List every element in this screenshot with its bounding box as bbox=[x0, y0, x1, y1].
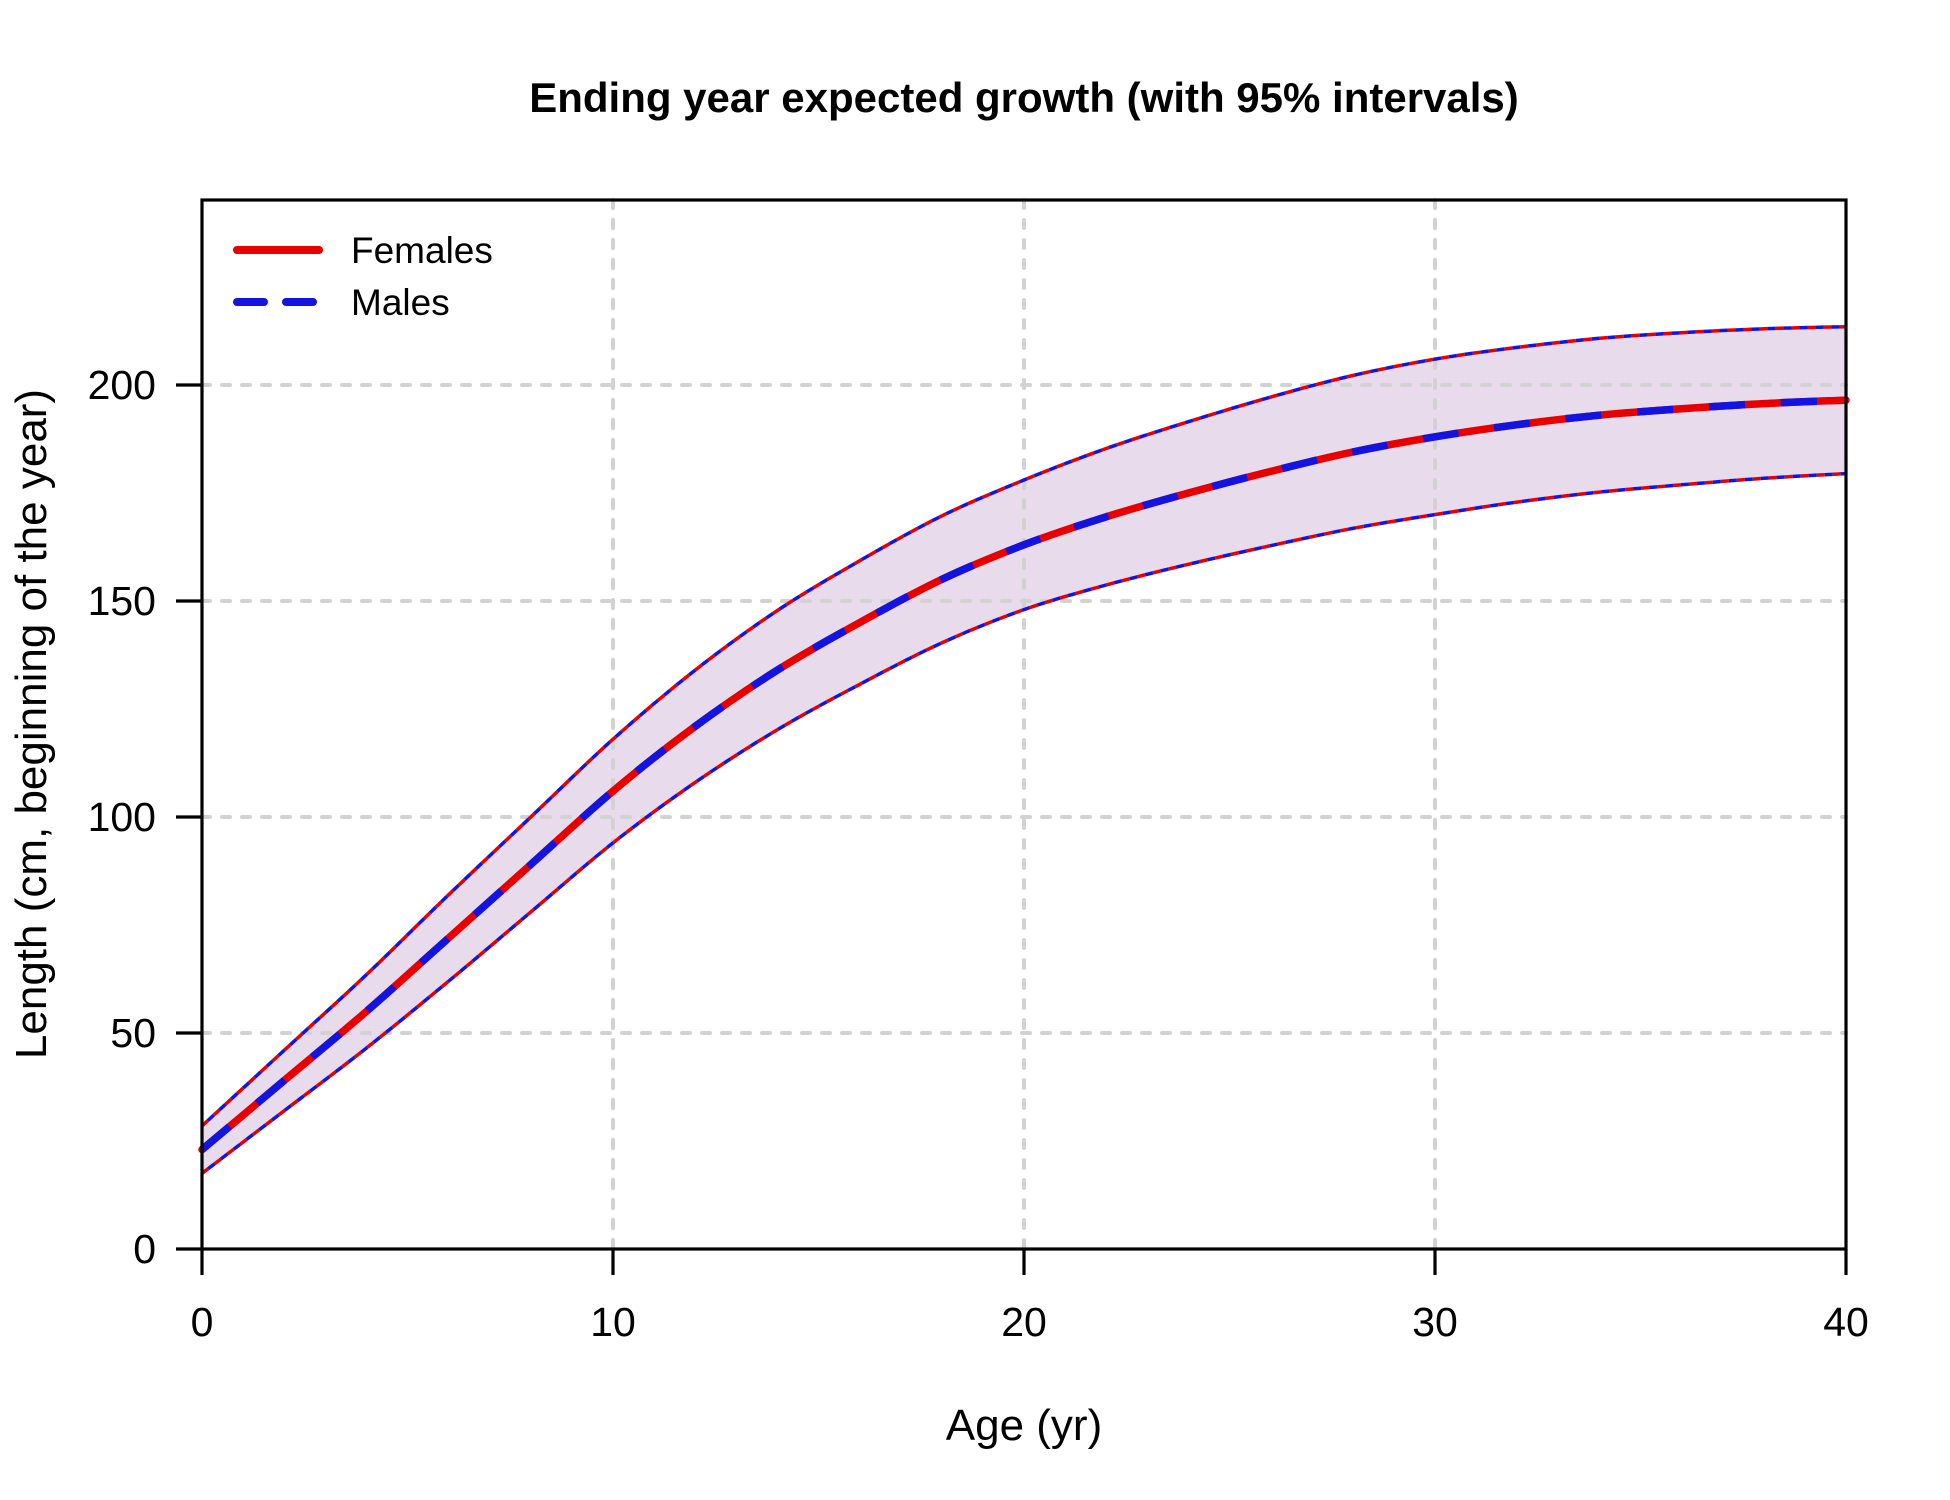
x-tick-label: 40 bbox=[1823, 1299, 1869, 1345]
band-lower-females-line bbox=[200, 471, 1847, 1175]
y-axis-label: Length (cm, beginning of the year) bbox=[7, 389, 56, 1059]
chart-title: Ending year expected growth (with 95% in… bbox=[529, 74, 1519, 121]
x-axis-label: Age (yr) bbox=[946, 1401, 1102, 1450]
grid-layer bbox=[200, 198, 1848, 1251]
band-upper-females-line bbox=[200, 324, 1847, 1128]
y-tick-label: 0 bbox=[133, 1226, 156, 1272]
x-tick-label: 30 bbox=[1412, 1299, 1458, 1345]
males-growth-line bbox=[199, 396, 1847, 1153]
band-lower-males-line bbox=[200, 471, 1847, 1175]
x-tick-label: 10 bbox=[590, 1299, 636, 1345]
legend: Females Males bbox=[233, 230, 493, 323]
y-tick-label: 100 bbox=[88, 794, 156, 840]
y-tick-label: 50 bbox=[110, 1010, 156, 1056]
x-tick-label: 20 bbox=[1001, 1299, 1047, 1345]
x-tick-label: 0 bbox=[191, 1299, 214, 1345]
y-tick-label: 200 bbox=[88, 362, 156, 408]
band-upper-males-line bbox=[200, 324, 1847, 1128]
series-lines-layer bbox=[198, 396, 1850, 1154]
legend-males-label: Males bbox=[351, 282, 450, 323]
y-tick-label: 150 bbox=[88, 578, 156, 624]
axis-ticks-layer bbox=[176, 383, 1848, 1275]
interval-boundaries-layer bbox=[200, 324, 1847, 1175]
tick-labels-layer: 0 10 20 30 40 0 50 100 150 200 bbox=[88, 362, 1869, 1345]
legend-females-label: Females bbox=[351, 230, 493, 271]
